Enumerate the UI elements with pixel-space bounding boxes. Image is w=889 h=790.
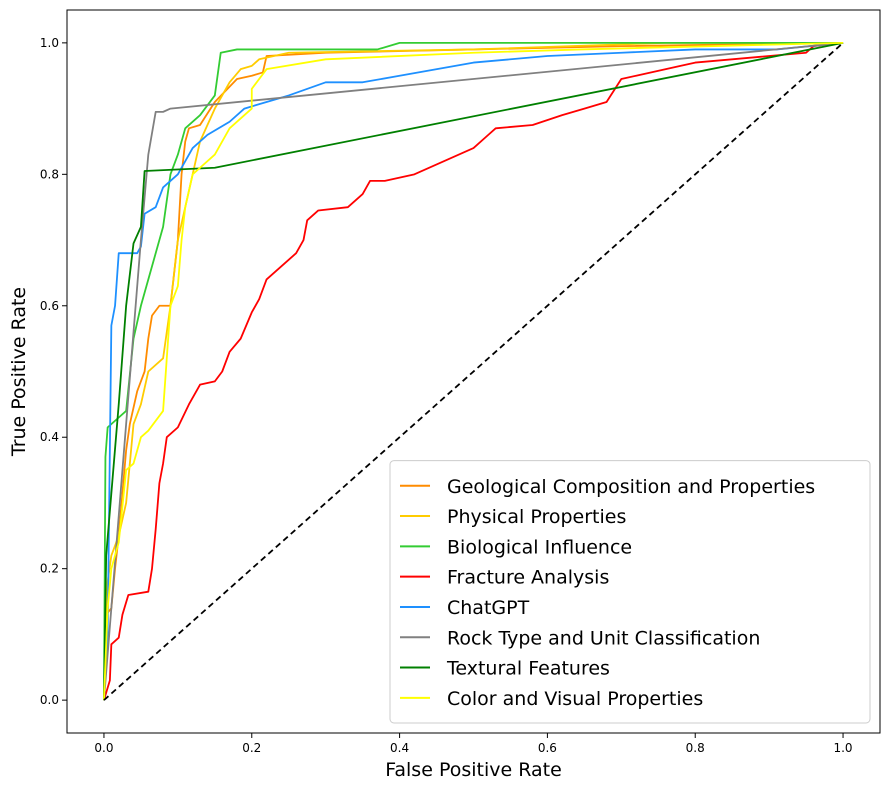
y-tick-label-3: 0.6 bbox=[40, 299, 59, 313]
x-tick-label-4: 0.8 bbox=[686, 741, 705, 755]
series-line-6 bbox=[103, 41, 844, 701]
legend-label-0: Geological Composition and Properties bbox=[447, 476, 815, 498]
legend-label-6: Textural Features bbox=[446, 658, 610, 680]
diagonal-reference-line bbox=[103, 42, 844, 701]
y-axis: 0.0 0.2 0.4 0.6 0.8 1.0 bbox=[40, 36, 67, 707]
x-tick-label-5: 1.0 bbox=[833, 741, 852, 755]
legend-label-5: Rock Type and Unit Classification bbox=[447, 627, 760, 649]
legend-label-4: ChatGPT bbox=[447, 597, 530, 619]
y-tick-label-1: 0.2 bbox=[40, 562, 59, 576]
legend-label-7: Color and Visual Properties bbox=[447, 688, 703, 710]
x-tick-label-1: 0.2 bbox=[242, 741, 261, 755]
x-axis-label: False Positive Rate bbox=[385, 759, 562, 781]
x-tick-label-2: 0.4 bbox=[390, 741, 409, 755]
y-tick-label-5: 1.0 bbox=[40, 36, 59, 50]
y-tick-label-0: 0.0 bbox=[40, 693, 59, 707]
x-axis: 0.0 0.2 0.4 0.6 0.8 1.0 bbox=[94, 733, 853, 755]
y-tick-label-2: 0.4 bbox=[40, 430, 59, 444]
legend-box bbox=[389, 460, 871, 724]
legend-label-2: Biological Influence bbox=[447, 536, 632, 558]
series-line-4 bbox=[103, 41, 844, 701]
plot-frame bbox=[66, 9, 881, 734]
plot-area bbox=[103, 41, 844, 701]
series-line-5 bbox=[103, 41, 844, 701]
y-tick-label-4: 0.8 bbox=[40, 167, 59, 181]
x-tick-label-3: 0.6 bbox=[538, 741, 557, 755]
series-line-7 bbox=[103, 41, 844, 701]
legend-label-3: Fracture Analysis bbox=[447, 567, 609, 589]
y-axis-label: True Positive Rate bbox=[8, 287, 30, 457]
legend-label-1: Physical Properties bbox=[447, 506, 626, 528]
series-line-3 bbox=[103, 41, 844, 701]
x-tick-label-0: 0.0 bbox=[94, 741, 113, 755]
legend: Geological Composition and Properties Phy… bbox=[389, 460, 871, 724]
